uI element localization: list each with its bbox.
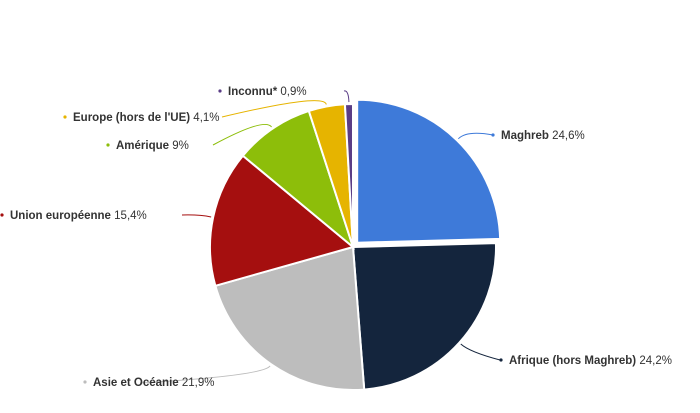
pie-slice-asie-et-oc-anie[interactable] — [214, 245, 366, 391]
slice-label: Europe (hors de l'UE) 4,1% — [73, 112, 220, 124]
label-bullet — [63, 115, 67, 119]
pie-slice-maghreb[interactable] — [356, 98, 502, 244]
pie-slice-inconnu[interactable] — [343, 102, 354, 248]
pie-slice-union-europ-enne[interactable] — [209, 154, 356, 288]
label-bullet — [106, 143, 110, 147]
pie-slice-afrique-hors-maghreb[interactable] — [351, 242, 497, 391]
leader-line — [212, 123, 272, 146]
slice-label-name: Inconnu* — [228, 86, 278, 98]
slice-label-name: Europe (hors de l'UE) — [73, 112, 190, 124]
slice-labels: Maghreb 24,6% Afrique (hors Maghreb) 24,2… — [0, 86, 672, 389]
slice-label-value: 9% — [169, 140, 189, 152]
slice-label-name: Union européenne — [10, 210, 111, 222]
label-bullet — [499, 358, 503, 362]
slice-label-name: Afrique (hors Maghreb) — [509, 355, 636, 367]
leader-line — [181, 214, 212, 218]
slice-label: Inconnu* 0,9% — [228, 86, 307, 98]
leader-line — [221, 100, 327, 118]
slice-label-value: 0,9% — [277, 86, 306, 98]
slice-label-value: 21,9% — [179, 377, 215, 389]
label-bullet — [218, 89, 222, 93]
slice-label: Asie et Océanie 21,9% — [93, 377, 214, 389]
slice-label: Maghreb 24,6% — [501, 130, 585, 142]
label-bullet — [83, 380, 87, 384]
slice-label: Afrique (hors Maghreb) 24,2% — [509, 355, 672, 367]
slice-label: Union européenne 15,4% — [10, 210, 147, 222]
leader-line — [343, 90, 350, 103]
slice-label-value: 24,6% — [549, 130, 585, 142]
pie-slices — [209, 98, 502, 391]
label-bullet — [0, 213, 4, 217]
slice-label-value: 15,4% — [111, 210, 147, 222]
slice-label: Amérique 9% — [116, 140, 189, 152]
slice-label-name: Amérique — [116, 140, 169, 152]
slice-label-value: 24,2% — [636, 355, 672, 367]
slice-label-name: Asie et Océanie — [93, 377, 179, 389]
leader-lines — [139, 90, 501, 384]
slice-label-name: Maghreb — [501, 130, 549, 142]
leader-line — [139, 365, 271, 384]
label-bullet — [491, 133, 495, 137]
pie-slice-am-rique[interactable] — [241, 109, 356, 250]
leader-line — [460, 343, 501, 361]
leader-line — [457, 132, 494, 140]
slice-label-value: 4,1% — [190, 112, 219, 124]
